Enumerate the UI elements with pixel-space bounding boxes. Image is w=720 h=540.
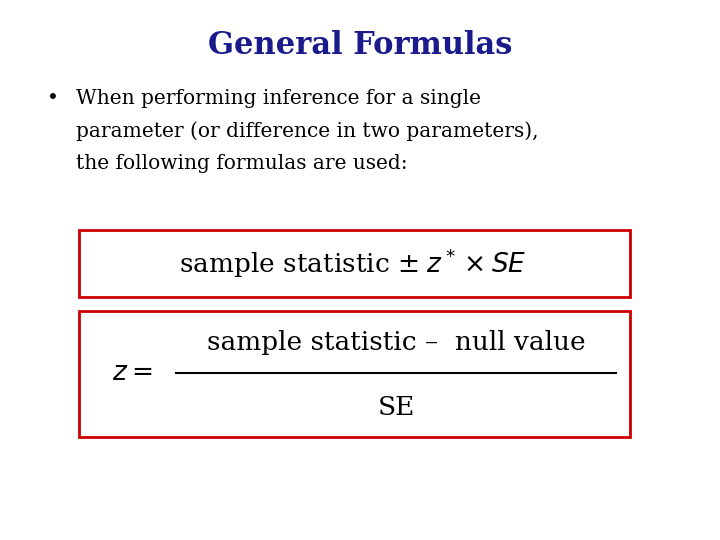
Text: $z =$: $z =$: [112, 360, 152, 385]
FancyBboxPatch shape: [79, 310, 630, 437]
Text: •: •: [47, 89, 58, 108]
Text: When performing inference for a single: When performing inference for a single: [76, 89, 481, 108]
Text: the following formulas are used:: the following formulas are used:: [76, 154, 408, 173]
Text: General Formulas: General Formulas: [208, 30, 512, 60]
Text: parameter (or difference in two parameters),: parameter (or difference in two paramete…: [76, 122, 538, 141]
Text: SE: SE: [377, 395, 415, 420]
FancyBboxPatch shape: [79, 230, 630, 297]
Text: sample statistic –  null value: sample statistic – null value: [207, 330, 585, 355]
Text: sample statistic $\pm\; z^* \times \mathit{SE}$: sample statistic $\pm\; z^* \times \math…: [179, 246, 526, 280]
